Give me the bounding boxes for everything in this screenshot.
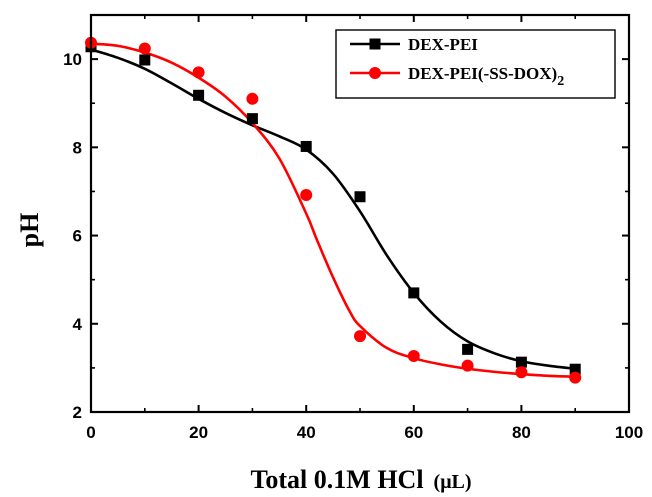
data-point-series-1 [569,363,581,375]
data-point-series-2 [192,66,205,79]
y-tick-label: 2 [73,403,82,422]
data-point-series-2 [354,330,366,343]
axes: 0 20 40 60 80 100 2 4 6 8 10 [63,13,643,442]
legend-label-series-2: DEX-PEI(-SS-DOX)2 [408,64,564,89]
x-axis-label: Total 0.1M HCl (μL) [250,465,471,494]
legend-box [335,29,616,99]
data-point-series-2 [461,359,474,372]
y-tick-label: 4 [73,315,83,334]
x-tick-label: 20 [189,423,208,442]
fit-curve-series-2 [90,42,576,379]
data-point-series-2 [138,42,151,55]
data-point-series-1 [139,54,151,66]
y-tick-label: 8 [73,138,82,157]
legend-marker-series-1 [369,38,381,50]
x-tick-label: 100 [615,423,643,442]
data-point-series-2 [515,366,528,379]
data-point-series-2 [246,92,259,105]
x-axis-label-unit: (μL) [434,471,472,493]
legend: DEX-PEI DEX-PEI(-SS-DOX)2 [335,29,616,99]
x-tick-label: 0 [86,423,95,442]
data-point-series-1 [408,287,420,299]
data-point-series-1 [515,356,527,368]
data-point-series-1 [354,191,366,203]
x-tick-label: 80 [512,423,531,442]
fit-curves [90,42,576,379]
fit-curve-series-1 [90,48,576,371]
legend-label-text: DEX-PEI [408,35,478,54]
data-point-series-2 [569,371,582,384]
x-tick-label: 40 [297,423,316,442]
legend-label-subscript: 2 [557,74,564,89]
y-axis-label: pH [15,213,44,248]
data-point-series-1 [246,113,258,125]
y-tick-label: 10 [63,50,82,69]
legend-marker-series-2 [369,67,381,79]
x-tick-label: 60 [404,423,423,442]
legend-label-series-1: DEX-PEI [408,35,478,54]
x-axis-label-main: Total 0.1M HCl [250,465,423,494]
y-tick-label: 6 [73,227,82,246]
legend-label-text: DEX-PEI(-SS-DOX) [408,64,557,83]
data-point-series-1 [462,343,474,355]
data-point-series-2 [300,188,313,201]
data-point-series-1 [193,89,205,101]
data-point-series-2 [407,349,420,362]
data-point-series-1 [300,140,312,152]
